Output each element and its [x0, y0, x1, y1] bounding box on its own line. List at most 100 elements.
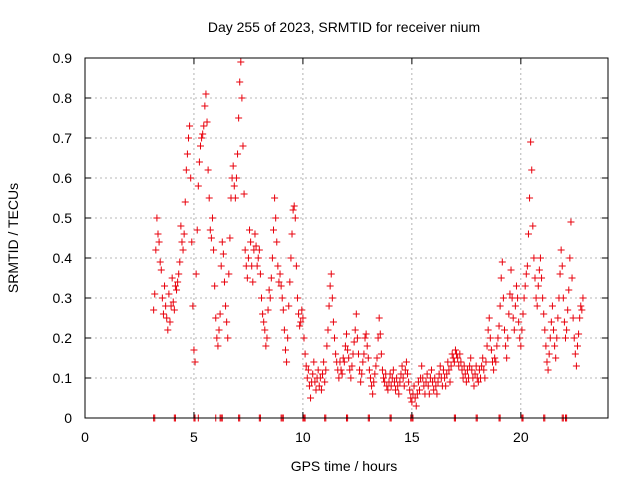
data-point	[493, 342, 501, 350]
data-point	[152, 246, 160, 254]
data-point	[196, 142, 204, 150]
data-point	[435, 370, 443, 378]
data-point	[490, 366, 498, 374]
data-point	[527, 138, 535, 146]
data-point	[239, 142, 247, 150]
x-tick-label: 15	[404, 429, 420, 445]
data-point	[237, 58, 245, 66]
data-point	[276, 270, 284, 278]
data-point	[414, 378, 422, 386]
data-point	[224, 334, 232, 342]
data-point	[467, 354, 475, 362]
data-point	[175, 270, 183, 278]
data-point	[310, 358, 318, 366]
data-point	[427, 366, 435, 374]
data-point	[526, 194, 534, 202]
data-point	[419, 374, 427, 382]
data-point	[343, 330, 350, 338]
data-point	[564, 306, 572, 314]
data-point	[324, 326, 332, 334]
data-point	[554, 314, 562, 322]
data-point	[289, 206, 297, 214]
data-point	[247, 238, 255, 246]
data-point	[396, 378, 404, 386]
data-point	[283, 358, 291, 366]
data-point	[405, 378, 413, 386]
y-tick-label: 0.1	[53, 370, 73, 386]
data-point	[157, 266, 165, 274]
data-point	[213, 334, 221, 342]
y-tick-label: 0.5	[53, 210, 73, 226]
data-point	[432, 382, 440, 390]
data-point	[579, 294, 587, 302]
data-point	[544, 366, 552, 374]
data-point	[325, 302, 333, 310]
data-point	[480, 366, 488, 374]
data-point	[348, 362, 356, 370]
data-point	[211, 282, 219, 290]
data-point	[285, 302, 293, 310]
data-point	[356, 366, 364, 374]
data-point	[377, 350, 385, 358]
data-point	[360, 350, 368, 358]
data-point	[296, 322, 304, 330]
data-point	[487, 346, 495, 354]
data-point	[484, 326, 492, 334]
data-points	[150, 58, 587, 422]
data-point	[431, 374, 439, 382]
data-point	[457, 358, 465, 366]
axis-ticks: 0 0.1 0.2 0.3 0.4 0.5 0.6 0.7 0.8 0.9 0 5 10 15 20	[53, 50, 608, 445]
data-point	[151, 290, 159, 298]
data-point	[570, 334, 578, 342]
data-point	[168, 274, 176, 282]
data-point	[314, 366, 322, 374]
data-point	[368, 382, 376, 390]
x-tick-label: 20	[513, 429, 529, 445]
data-point	[165, 290, 173, 298]
y-tick-label: 0.8	[53, 90, 73, 106]
data-point	[411, 394, 419, 402]
data-point	[191, 358, 199, 366]
data-point	[522, 270, 530, 278]
data-point	[494, 334, 502, 342]
data-point	[446, 378, 454, 386]
data-point	[217, 262, 225, 270]
data-point	[454, 354, 462, 362]
data-point	[374, 334, 382, 342]
data-point	[186, 122, 194, 130]
data-point	[286, 278, 294, 286]
data-point	[481, 374, 489, 382]
data-point	[523, 262, 531, 270]
data-point	[436, 362, 444, 370]
data-point	[169, 298, 177, 306]
data-point	[511, 302, 519, 310]
data-point	[166, 318, 174, 326]
data-point	[404, 370, 412, 378]
data-point	[249, 278, 257, 286]
data-point	[299, 314, 307, 322]
data-point	[514, 294, 522, 302]
data-point	[341, 342, 349, 350]
data-point	[174, 278, 182, 286]
data-point	[292, 262, 300, 270]
data-point	[329, 318, 337, 326]
data-point	[413, 390, 421, 398]
data-point	[575, 330, 583, 338]
data-point	[361, 334, 369, 342]
data-point	[370, 378, 378, 386]
data-point	[216, 310, 224, 318]
data-point	[326, 282, 334, 290]
data-point	[560, 318, 568, 326]
data-point	[412, 402, 420, 410]
data-point	[263, 334, 271, 342]
data-point	[302, 362, 310, 370]
data-point	[451, 346, 459, 354]
data-point	[567, 218, 575, 226]
data-point	[273, 238, 281, 246]
data-point	[545, 350, 553, 358]
data-point	[170, 306, 178, 314]
data-point	[204, 166, 212, 174]
data-point	[222, 302, 230, 310]
data-point	[445, 366, 453, 374]
